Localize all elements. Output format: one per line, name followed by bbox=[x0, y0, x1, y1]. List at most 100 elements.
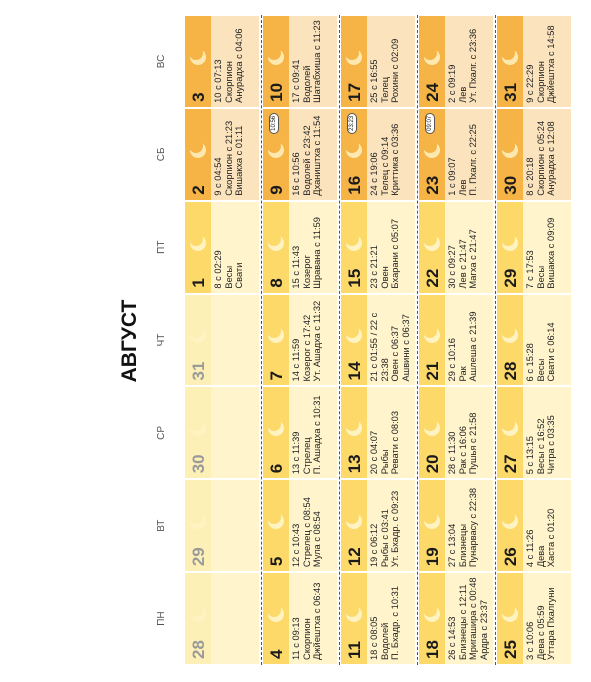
moon-icon bbox=[501, 138, 518, 158]
info-line: 27 с 13:04 bbox=[447, 523, 457, 568]
moon-icon bbox=[189, 324, 206, 344]
day-number: 29 bbox=[501, 268, 520, 288]
moon bbox=[266, 603, 291, 624]
info-line: Весы bbox=[223, 265, 234, 289]
info-line: Скорпион bbox=[301, 618, 312, 660]
day-number: 26 bbox=[501, 547, 520, 567]
day-cell: 16 23:23 24 с 19:06 Телец с 09:14 Криттика с… bbox=[341, 108, 415, 200]
info-line: 2 с 09:19 bbox=[447, 64, 457, 103]
info-line: Весы bbox=[535, 265, 546, 289]
day-band: 20 bbox=[419, 387, 445, 479]
day-number: 24 bbox=[423, 82, 442, 102]
day-cell: 24 2 с 09:19 Лев Ут. Пхалг. с 23:36 bbox=[419, 16, 493, 107]
day-number: 31 bbox=[189, 361, 208, 381]
moon-icon bbox=[501, 417, 518, 437]
info-line: Козерог с 17:42 bbox=[301, 314, 312, 382]
weekday-label: ВТ bbox=[156, 519, 167, 532]
moon-icon bbox=[345, 231, 362, 251]
info-line: Джйештха с 14:58 bbox=[546, 25, 557, 103]
moon-icon bbox=[189, 231, 206, 251]
info-line: Весы с 16:52 bbox=[535, 418, 546, 475]
moon-icon bbox=[345, 510, 362, 530]
day-number: 21 bbox=[423, 361, 442, 381]
moon-icon bbox=[267, 510, 284, 530]
day-number: 6 bbox=[267, 463, 286, 474]
day-cell: 11 18 с 08:05 Водолей П. Бхадр. с 10:31 bbox=[341, 573, 415, 664]
moon-icon bbox=[423, 510, 440, 530]
day-band: 29 bbox=[497, 201, 523, 293]
moon bbox=[344, 138, 369, 160]
moon-icon bbox=[423, 138, 440, 158]
info-line: Вишакха с 09:09 bbox=[546, 217, 557, 289]
info-line: 8 с 20:18 bbox=[525, 157, 535, 196]
info-line: Лев bbox=[457, 179, 468, 196]
day-number: 18 bbox=[423, 640, 442, 659]
info-line: 9 с 04:54 bbox=[213, 157, 223, 196]
time-badge: 10:56 bbox=[269, 112, 279, 134]
info-line: Водолей bbox=[301, 65, 312, 103]
day-info: 19 с 06:12 Рыбы с 03:41 Ут. Бхадр. с 09:23 bbox=[369, 482, 401, 567]
day-number: 8 bbox=[267, 278, 286, 288]
moon-icon bbox=[189, 417, 206, 437]
moon bbox=[344, 510, 369, 531]
day-cell: 12 19 с 06:12 Рыбы с 03:41 Ут. Бхадр. с 09:… bbox=[341, 480, 415, 572]
moon-icon bbox=[501, 45, 518, 65]
moon-icon bbox=[267, 417, 284, 437]
info-line: Скорпион с 21:23 bbox=[223, 120, 234, 196]
moon-icon bbox=[423, 231, 440, 251]
moon bbox=[344, 231, 369, 253]
info-line: Козерог bbox=[301, 255, 312, 289]
day-info: 6 с 15:28 Весы Свати с 06:14 bbox=[525, 297, 557, 382]
day-band: 24 bbox=[419, 16, 445, 107]
day-band: 9 10:56 bbox=[263, 108, 289, 200]
info-line: Скорпион с 05:24 bbox=[535, 120, 546, 196]
info-line: 21 с 01:55 / 22 с bbox=[369, 312, 379, 382]
day-band: 22 bbox=[419, 201, 445, 293]
day-cell: 7 14 с 11:59 Козерог с 17:42 Ут. Ашадха с 1… bbox=[263, 294, 337, 386]
moon bbox=[500, 417, 525, 438]
moon-icon bbox=[423, 324, 440, 344]
info-line: 11 с 09:13 bbox=[291, 617, 301, 660]
day-cell: 21 29 с 10:16 Рак Ашлеша с 21:39 bbox=[419, 294, 493, 386]
day-number: 23 bbox=[423, 175, 442, 195]
info-line: Свати с 06:14 bbox=[546, 322, 557, 382]
info-line: 29 с 10:16 bbox=[447, 338, 457, 382]
info-line: Мригашира с 00:48 bbox=[468, 577, 479, 660]
info-line: Телец с 09:14 bbox=[379, 136, 390, 196]
weekday-label: ЧТ bbox=[156, 333, 167, 347]
moon-icon bbox=[345, 138, 362, 158]
day-info: 13 с 11:39 Стрелец П. Ашадха с 10:31 bbox=[291, 389, 323, 474]
day-number: 3 bbox=[189, 92, 208, 102]
moon-icon bbox=[267, 138, 284, 158]
day-band: 11 bbox=[341, 573, 367, 664]
day-cell: 17 25 с 16:55 Телец Рохини с 02:09 bbox=[341, 16, 415, 107]
info-line: Телец bbox=[379, 76, 390, 103]
day-number: 30 bbox=[501, 175, 520, 195]
info-line: Водолей bbox=[379, 622, 390, 660]
day-cell: 9 10:56 16 с 10:56 Водолей с 23:42 Дхаништха… bbox=[263, 108, 337, 200]
day-cell: 30 8 с 20:18 Скорпион с 05:24 Анурадха с 12… bbox=[497, 108, 571, 200]
info-line: 13 с 11:39 bbox=[291, 431, 301, 475]
day-info: 24 с 19:06 Телец с 09:14 Криттика с 03:36 bbox=[369, 111, 401, 196]
day-cell: 15 23 с 21:21 Овен Бхарани с 05:07 bbox=[341, 201, 415, 293]
day-info: 16 с 10:56 Водолей с 23:42 Дхаништха с 11:… bbox=[291, 111, 323, 196]
info-line: 6 с 15:28 bbox=[525, 343, 535, 382]
moon bbox=[266, 417, 291, 438]
info-line: 30 с 09:27 bbox=[447, 245, 457, 289]
moon-icon bbox=[267, 603, 284, 622]
moon-icon bbox=[501, 324, 518, 344]
moon-icon bbox=[267, 45, 284, 65]
info-line: Стрелец bbox=[301, 437, 312, 475]
info-line: 26 с 14:53 bbox=[447, 616, 457, 660]
moon bbox=[188, 510, 213, 531]
day-info: 9 с 22:29 Скорпион Джйештха с 14:58 bbox=[525, 18, 557, 103]
info-line: Ревати с 08:03 bbox=[390, 411, 401, 475]
info-line: Рыбы bbox=[379, 449, 390, 475]
day-number: 28 bbox=[189, 640, 208, 659]
day-cell: 28 6 с 15:28 Весы Свати с 06:14 bbox=[497, 294, 571, 386]
day-band: 28 bbox=[185, 573, 211, 664]
moon-icon bbox=[423, 603, 440, 622]
day-cell: 29 bbox=[185, 480, 259, 572]
